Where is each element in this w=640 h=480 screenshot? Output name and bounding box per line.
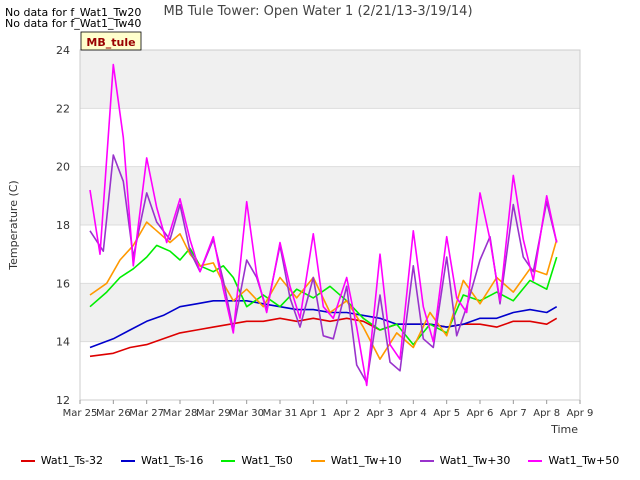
x-tick-label: Mar 28 <box>163 408 198 419</box>
series-line-Wat1_Tw+30 <box>89 154 558 384</box>
series-line-Wat1_Tw+50 <box>89 63 558 387</box>
y-tick-label: 16 <box>56 277 70 290</box>
no-data-notice-1: No data for f_Wat1_Tw20 <box>5 6 142 19</box>
x-axis-label: Time <box>550 423 578 436</box>
legend-label: Wat1_Ts0 <box>241 454 293 467</box>
y-tick-label: 18 <box>56 219 70 232</box>
legend-item: Wat1_Tw+50 <box>528 454 619 467</box>
x-tick-label: Apr 4 <box>400 408 427 419</box>
legend-label: Wat1_Tw+10 <box>330 454 402 467</box>
y-axis-label: Temperature (C) <box>7 180 20 270</box>
legend-item: Wat1_Tw+30 <box>419 454 511 467</box>
legend-swatch <box>310 459 325 462</box>
x-tick-label: Apr 2 <box>333 408 360 419</box>
series-line-Wat1_Ts-32 <box>89 317 558 358</box>
legend-label: Wat1_Ts-32 <box>40 454 104 467</box>
x-tick-label: Apr 6 <box>467 408 494 419</box>
legend-swatch <box>528 459 543 462</box>
y-tick-label: 22 <box>56 102 70 115</box>
legend-swatch <box>419 459 434 462</box>
x-tick-label: Apr 8 <box>533 408 560 419</box>
y-tick-label: 14 <box>56 336 70 349</box>
x-tick-label: Apr 7 <box>500 408 527 419</box>
series-layer <box>89 63 558 387</box>
x-tick-label: Apr 9 <box>567 408 594 419</box>
x-tick-label: Mar 30 <box>229 408 264 419</box>
legend: Wat1_Ts-32 Wat1_Ts-16 Wat1_Ts0 Wat1_Tw+10 Wa… <box>0 454 640 467</box>
y-tick-labels: 12 14 16 18 20 22 24 <box>56 44 70 407</box>
legend-label: Wat1_Tw+30 <box>439 454 511 467</box>
x-tick-label: Mar 26 <box>96 408 131 419</box>
x-tick-label: Mar 27 <box>129 408 164 419</box>
site-tag-label: MB_tule <box>86 36 135 49</box>
series-line-Wat1_Ts0 <box>89 244 558 346</box>
plot-frame <box>79 49 581 401</box>
legend-swatch <box>221 459 236 462</box>
no-data-notice-2: No data for f_Wat1_Tw40 <box>5 17 142 30</box>
legend-label: Wat1_Tw+50 <box>548 454 620 467</box>
grid-band <box>80 166 580 225</box>
series-line-Wat1_Tw+10 <box>89 221 558 361</box>
legend-swatch <box>121 459 136 462</box>
legend-item: Wat1_Ts-32 <box>20 454 104 467</box>
x-tick-label: Apr 1 <box>300 408 327 419</box>
grid-bands <box>80 50 580 342</box>
x-tick-label: Mar 29 <box>196 408 231 419</box>
y-tick-label: 24 <box>56 44 70 57</box>
x-tick-label: Mar 31 <box>263 408 298 419</box>
legend-item: Wat1_Ts-16 <box>121 454 203 467</box>
y-tick-label: 12 <box>56 394 70 407</box>
legend-label: Wat1_Ts-16 <box>141 454 204 467</box>
y-tick-label: 20 <box>56 161 70 174</box>
x-tick-label: Apr 5 <box>433 408 460 419</box>
legend-item: Wat1_Tw+10 <box>310 454 402 467</box>
x-tick-label: Apr 3 <box>367 408 394 419</box>
chart-title: MB Tule Tower: Open Water 1 (2/21/13-3/1… <box>163 4 472 19</box>
legend-swatch <box>20 459 35 462</box>
x-tick-label: Mar 25 <box>63 408 98 419</box>
site-tag: MB_tule <box>80 31 142 51</box>
grid-band <box>80 50 580 109</box>
legend-item: Wat1_Ts0 <box>221 454 293 467</box>
